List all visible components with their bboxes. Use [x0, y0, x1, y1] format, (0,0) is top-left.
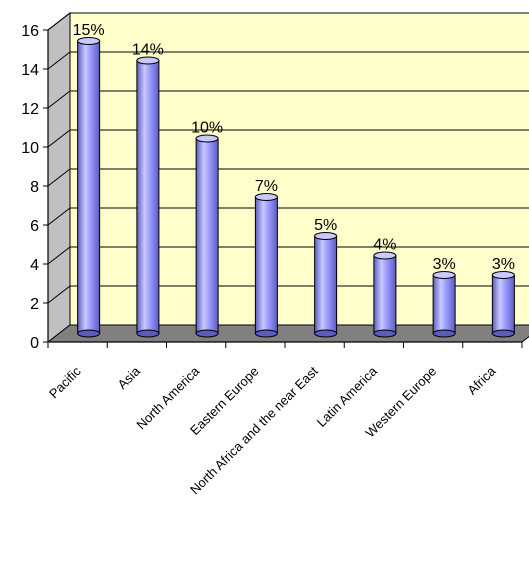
bars: [77, 37, 515, 338]
bar: [77, 37, 101, 338]
bar-top: [373, 251, 397, 260]
bar: [432, 271, 456, 338]
bar: [195, 134, 219, 338]
data-label: 3%: [492, 256, 515, 273]
data-label: 4%: [373, 237, 396, 254]
category-label: Asia: [115, 363, 144, 392]
bar-base: [373, 329, 397, 338]
bar: [314, 232, 338, 338]
y-tick-label: 2: [30, 296, 39, 313]
floor: [46, 324, 529, 343]
bar: [373, 251, 397, 338]
data-label: 5%: [314, 217, 337, 234]
gridline: [47, 207, 529, 226]
bar-base: [195, 329, 219, 338]
y-tick-label: 10: [21, 140, 39, 157]
y-tick-label: 14: [21, 62, 39, 79]
plot-area: [43, 11, 529, 348]
y-tick-label: 12: [21, 101, 39, 118]
data-label: 14%: [132, 42, 164, 59]
bar: [254, 193, 278, 338]
bar-top: [77, 37, 101, 45]
bar-body: [314, 235, 338, 334]
bar: [136, 56, 160, 338]
bar-body: [136, 60, 160, 334]
bar-top: [195, 134, 219, 143]
category-label: North Africa and the near East: [187, 363, 321, 497]
bar-top: [491, 271, 515, 279]
bar-top: [314, 232, 338, 240]
bar-base: [77, 329, 101, 338]
bar-base: [254, 329, 278, 338]
bar-base: [491, 329, 515, 338]
bar-top: [254, 193, 278, 201]
bar-body: [195, 138, 219, 334]
data-label: 10%: [191, 120, 223, 137]
data-label: 7%: [255, 178, 278, 195]
bar: [491, 271, 515, 338]
category-label: Pacific: [46, 363, 84, 401]
bar-body: [254, 196, 278, 334]
y-tick-label: 0: [30, 335, 39, 352]
bar-body: [77, 40, 101, 334]
data-label: 15%: [73, 22, 105, 39]
gridline: [47, 129, 529, 148]
bar-body: [432, 274, 456, 334]
y-tick-label: 8: [30, 179, 39, 196]
y-tick-label: 6: [30, 218, 39, 235]
gridline: [47, 12, 529, 31]
category-label: Africa: [464, 363, 499, 398]
bar-body: [491, 274, 515, 334]
gridline: [47, 168, 529, 187]
bar-base: [314, 329, 338, 338]
y-tick-label: 16: [21, 23, 39, 40]
gridline: [47, 51, 529, 70]
data-label: 3%: [433, 256, 456, 273]
bar-top: [136, 56, 160, 65]
bar-body: [373, 255, 397, 334]
gridline: [47, 90, 529, 109]
gridline: [47, 246, 529, 265]
y-tick-label: 4: [30, 257, 39, 274]
bar-base: [136, 329, 160, 338]
category-label: Latin America: [314, 363, 381, 430]
bar-base: [432, 329, 456, 338]
bar-top: [432, 271, 456, 279]
